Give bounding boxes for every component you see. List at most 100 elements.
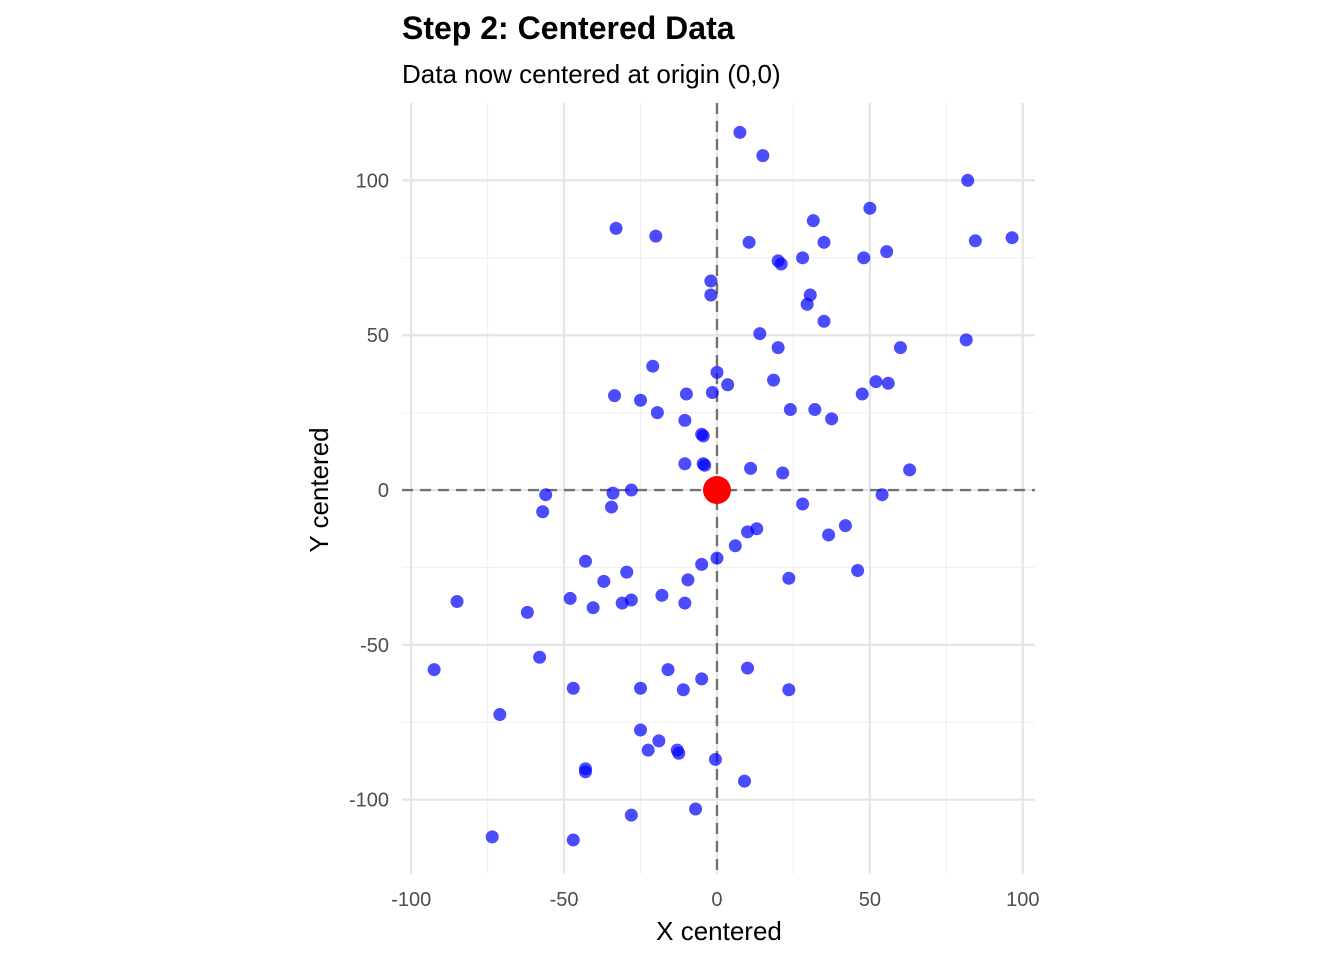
data-point	[606, 486, 620, 500]
data-point	[566, 833, 580, 847]
y-axis-title: Y centered	[304, 427, 334, 552]
data-point	[808, 403, 822, 417]
data-point	[783, 403, 797, 417]
data-point	[578, 554, 592, 568]
data-point	[825, 412, 839, 426]
data-point	[672, 746, 686, 760]
data-point	[609, 221, 623, 235]
data-point	[753, 327, 767, 341]
data-point	[959, 333, 973, 347]
data-point	[678, 413, 692, 427]
data-point	[806, 214, 820, 228]
chart-subtitle: Data now centered at origin (0,0)	[402, 59, 781, 89]
data-point	[817, 314, 831, 328]
data-point	[968, 234, 982, 248]
data-point	[563, 591, 577, 605]
data-point	[679, 387, 693, 401]
data-point	[597, 574, 611, 588]
data-point	[1005, 231, 1019, 245]
data-point	[893, 341, 907, 355]
data-point	[796, 251, 810, 265]
data-point	[774, 257, 788, 271]
data-point	[676, 683, 690, 697]
x-tick-label: -50	[550, 889, 579, 911]
data-point	[822, 528, 836, 542]
x-tick-label: 0	[711, 889, 722, 911]
data-point	[678, 596, 692, 610]
data-point	[681, 573, 695, 587]
data-point	[539, 488, 553, 502]
data-point	[737, 774, 751, 788]
data-point	[855, 387, 869, 401]
data-point	[838, 519, 852, 533]
data-point	[744, 461, 758, 475]
x-axis-ticks: -100 -50 0 50 100	[391, 889, 1039, 911]
data-point	[817, 235, 831, 249]
data-point	[776, 466, 790, 480]
data-point	[800, 297, 814, 311]
data-point	[634, 723, 648, 737]
data-point	[704, 288, 718, 302]
y-tick-label: -100	[349, 790, 389, 812]
data-point	[705, 386, 719, 400]
data-point	[520, 605, 534, 619]
y-tick-label: 50	[367, 325, 389, 347]
data-point	[578, 765, 592, 779]
data-point	[566, 681, 580, 695]
data-point	[733, 125, 747, 139]
x-tick-label: 50	[859, 889, 881, 911]
data-point	[533, 650, 547, 664]
data-point	[796, 497, 810, 511]
data-point	[851, 564, 865, 578]
data-point	[604, 500, 618, 514]
data-point	[869, 375, 883, 389]
x-axis-title: X centered	[656, 916, 782, 946]
data-point	[620, 565, 634, 579]
data-point	[903, 463, 917, 477]
data-point	[961, 173, 975, 187]
plot-area	[402, 103, 1035, 874]
data-point	[710, 551, 724, 565]
data-point	[704, 274, 718, 288]
data-point	[767, 373, 781, 387]
data-point	[695, 672, 709, 686]
data-point	[427, 663, 441, 677]
data-point	[863, 201, 877, 215]
data-point	[721, 378, 735, 392]
data-point	[649, 229, 663, 243]
data-point	[634, 681, 648, 695]
data-point	[782, 683, 796, 697]
data-point	[708, 752, 722, 766]
y-tick-label: 0	[378, 480, 389, 502]
data-point	[536, 505, 550, 519]
data-point	[782, 571, 796, 585]
x-tick-label: 100	[1006, 889, 1039, 911]
data-point	[857, 251, 871, 265]
data-point	[750, 522, 764, 536]
data-point	[661, 663, 675, 677]
data-point	[689, 802, 703, 816]
data-point	[742, 235, 756, 249]
data-point	[696, 429, 710, 443]
data-point	[741, 661, 755, 675]
data-point	[634, 393, 648, 407]
data-point	[493, 708, 507, 722]
data-points	[427, 125, 1019, 847]
data-point	[650, 406, 664, 420]
data-point	[880, 245, 894, 259]
data-point	[615, 596, 629, 610]
data-point	[485, 830, 499, 844]
y-tick-label: -50	[360, 635, 389, 657]
origin-marker	[702, 476, 731, 505]
data-point	[655, 588, 669, 602]
data-point	[678, 457, 692, 471]
data-point	[586, 601, 600, 615]
data-point	[881, 376, 895, 390]
data-point	[652, 734, 666, 748]
chart-title: Step 2: Centered Data	[402, 10, 735, 46]
data-point	[698, 458, 712, 472]
data-point	[728, 539, 742, 553]
data-point	[710, 365, 724, 379]
x-tick-label: -100	[391, 889, 431, 911]
